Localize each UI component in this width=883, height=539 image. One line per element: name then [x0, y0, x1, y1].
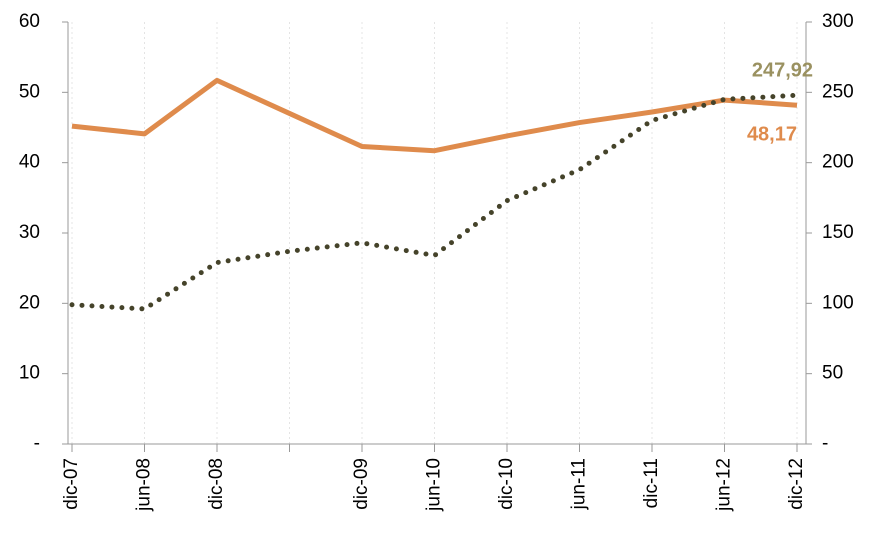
- value-label: 247,92: [752, 60, 813, 82]
- y2-tick-label: -: [822, 433, 828, 454]
- y-tick-label: 10: [19, 363, 40, 384]
- series-line: [69, 92, 800, 312]
- x-tick-label: dic-11: [641, 458, 662, 508]
- y2-tick-label: 150: [822, 222, 854, 243]
- x-tick-label: dic-10: [496, 458, 517, 510]
- x-tick-label: dic-07: [61, 458, 82, 510]
- x-tick-label: dic-09: [351, 458, 372, 510]
- value-label: 48,17: [747, 123, 797, 145]
- x-tick-label: jun-08: [134, 458, 155, 512]
- x-tick-label: jun-12: [714, 458, 735, 512]
- x-tick-label: jun-10: [424, 458, 445, 512]
- y2-tick-label: 250: [822, 81, 854, 102]
- y-tick-label: -: [34, 433, 40, 454]
- x-tick-label: dic-12: [786, 458, 807, 510]
- y2-tick-label: 300: [822, 11, 854, 32]
- y-tick-label: 60: [19, 11, 40, 32]
- x-tick-label: jun-11: [569, 458, 590, 510]
- y-tick-label: 20: [19, 292, 40, 313]
- y2-tick-label: 200: [822, 152, 854, 173]
- y-tick-label: 40: [19, 152, 40, 173]
- x-tick-label: dic-08: [206, 458, 227, 510]
- y2-tick-label: 100: [822, 292, 854, 313]
- y-tick-label: 50: [19, 81, 40, 102]
- y2-tick-label: 50: [822, 363, 843, 384]
- y-tick-label: 30: [19, 222, 40, 243]
- series-line: [71, 77, 798, 154]
